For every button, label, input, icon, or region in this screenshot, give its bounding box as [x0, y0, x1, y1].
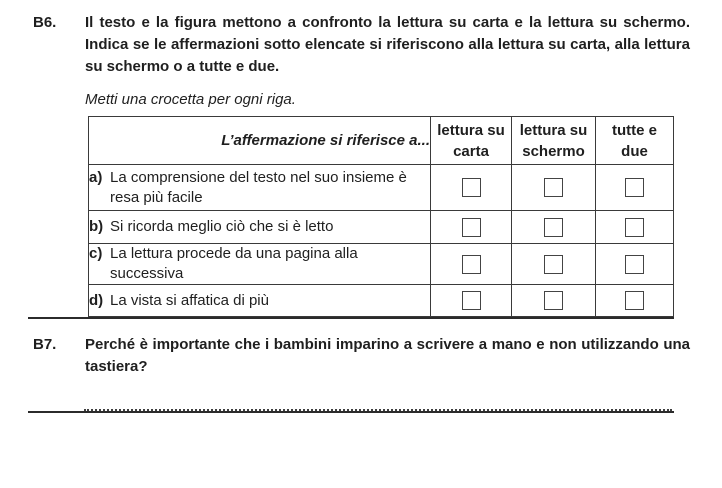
cell-d-lettura-su-carta — [430, 284, 512, 317]
row-statement: Si ricorda meglio ciò che si è letto — [110, 218, 334, 235]
cell-b-lettura-su-carta — [430, 210, 512, 244]
checkbox-c-lettura-su-carta[interactable] — [461, 254, 481, 274]
row-statement: La lettura procede da una pagina alla su… — [110, 245, 358, 282]
statement-cell: a) La comprensione del testo nel suo ins… — [88, 164, 431, 211]
column-header-lettura-su-carta: lettura su carta — [430, 116, 512, 165]
question-b7-text: Perché è importante che i bambini impari… — [85, 336, 690, 375]
table-row-a: a) La comprensione del testo nel suo ins… — [88, 164, 674, 211]
section-divider-bottom — [28, 411, 674, 413]
table-header-row: L’affermazione si riferisce a... lettura… — [88, 116, 674, 165]
checkbox-b-lettura-su-carta[interactable] — [461, 217, 481, 237]
b7-answer-line[interactable] — [84, 408, 672, 411]
cell-a-lettura-su-carta — [430, 164, 512, 211]
question-b6-number: B6. — [33, 14, 57, 31]
checkbox-c-tutte-e-due[interactable] — [625, 254, 644, 274]
checkbox-c-lettura-su-schermo[interactable] — [544, 254, 563, 274]
question-b6-instruction: Metti una crocetta per ogni riga. — [85, 91, 296, 108]
checkbox-b-tutte-e-due[interactable] — [625, 217, 644, 237]
column-header-label: tutte e due — [612, 121, 657, 160]
checkbox-a-tutte-e-due[interactable] — [625, 178, 644, 197]
row-letter: a) — [89, 168, 103, 186]
question-b7: B7. Perché è importante che i bambini im… — [0, 334, 722, 411]
cell-b-tutte-e-due — [595, 210, 674, 244]
section-divider-top — [28, 317, 674, 319]
cell-d-tutte-e-due — [595, 284, 674, 317]
row-statement: La comprensione del testo nel suo insiem… — [110, 168, 407, 206]
question-b6-text: Il testo e la figura mettono a confronto… — [85, 14, 690, 75]
checkbox-d-lettura-su-carta[interactable] — [461, 291, 481, 310]
table-row-d: d) La vista si affatica di più — [88, 284, 674, 317]
statement-header: L’affermazione si riferisce a... — [88, 116, 431, 165]
column-header-tutte-e-due: tutte e due — [595, 116, 674, 165]
checkbox-a-lettura-su-carta[interactable] — [461, 178, 481, 197]
b6-answer-table: L’affermazione si riferisce a... lettura… — [88, 116, 674, 317]
cell-b-lettura-su-schermo — [511, 210, 596, 244]
cell-a-tutte-e-due — [595, 164, 674, 211]
row-letter: b) — [89, 218, 104, 235]
cell-c-lettura-su-carta — [430, 243, 512, 285]
table-row-c: c) La lettura procede da una pagina alla… — [88, 243, 674, 285]
cell-c-tutte-e-due — [595, 243, 674, 285]
column-header-label: lettura su schermo — [519, 121, 588, 160]
question-b7-number: B7. — [33, 336, 57, 353]
column-header-label: lettura su carta — [437, 121, 505, 160]
table-row-b: b) Si ricorda meglio ciò che si è letto — [88, 210, 674, 244]
row-letter: c) — [89, 245, 103, 262]
statement-cell: c) La lettura procede da una pagina alla… — [88, 243, 431, 285]
question-b6: B6. Il testo e la figura mettono a confr… — [0, 12, 722, 317]
cell-d-lettura-su-schermo — [511, 284, 596, 317]
cell-a-lettura-su-schermo — [511, 164, 596, 211]
row-letter: d) — [89, 291, 104, 309]
cell-c-lettura-su-schermo — [511, 243, 596, 285]
checkbox-d-tutte-e-due[interactable] — [625, 291, 644, 310]
column-header-lettura-su-schermo: lettura su schermo — [511, 116, 596, 165]
checkbox-d-lettura-su-schermo[interactable] — [544, 291, 563, 310]
checkbox-a-lettura-su-schermo[interactable] — [544, 178, 563, 197]
statement-cell: d) La vista si affatica di più — [88, 284, 431, 317]
checkbox-b-lettura-su-schermo[interactable] — [544, 217, 563, 237]
statement-cell: b) Si ricorda meglio ciò che si è letto — [88, 210, 431, 244]
row-statement: La vista si affatica di più — [110, 291, 269, 309]
